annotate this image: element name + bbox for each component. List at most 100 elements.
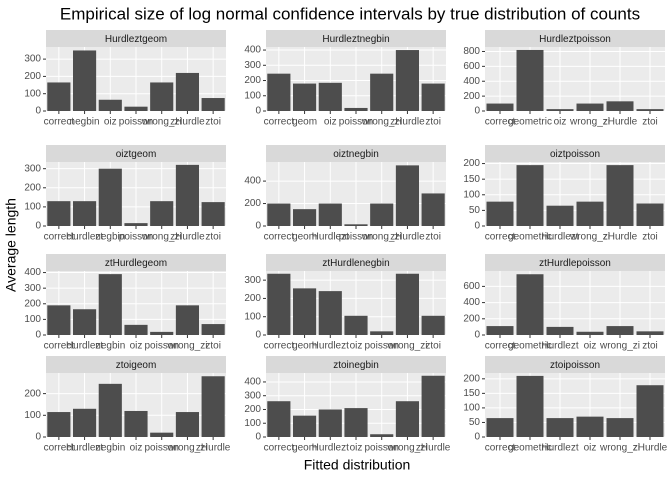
y-tick-label: 200 bbox=[244, 75, 261, 86]
bar bbox=[344, 408, 368, 437]
x-tick-label: wrong_zi bbox=[361, 117, 402, 128]
x-tick-label: correct bbox=[44, 341, 75, 352]
x-tick-label: correct bbox=[485, 443, 516, 454]
x-tick-label: ztoi bbox=[642, 117, 658, 128]
y-tick-label: 0 bbox=[255, 432, 261, 443]
y-tick-label: 300 bbox=[244, 390, 261, 401]
x-tick-label: poisson bbox=[119, 232, 153, 243]
x-tick-label: oiz bbox=[324, 117, 337, 128]
x-tick-label: correct bbox=[485, 341, 516, 352]
chart-title: Empirical size of log normal confidence … bbox=[60, 4, 640, 23]
bar bbox=[636, 109, 664, 111]
bar bbox=[546, 326, 574, 335]
x-tick-label: oiz bbox=[130, 443, 143, 454]
bar bbox=[175, 164, 199, 226]
bar bbox=[546, 109, 574, 111]
strip-label: ztHurdlepoisson bbox=[539, 258, 611, 269]
x-tick-label: correct bbox=[44, 117, 75, 128]
strip bbox=[485, 145, 665, 162]
bar bbox=[370, 331, 394, 335]
strip-label: ztoinegbin bbox=[333, 360, 379, 371]
strip-label: oiztpoisson bbox=[550, 149, 600, 160]
y-tick-label: 600 bbox=[463, 61, 480, 72]
x-tick-label: zHurdle bbox=[170, 232, 205, 243]
y-tick-label: 0 bbox=[474, 106, 480, 117]
y-tick-label: 100 bbox=[24, 202, 41, 213]
x-tick-label: zHurdle bbox=[416, 443, 451, 454]
y-tick-label: 0 bbox=[35, 106, 41, 117]
bar bbox=[486, 326, 514, 335]
bar bbox=[73, 201, 97, 226]
strip-label: ztHurdlegeom bbox=[105, 258, 167, 269]
bar bbox=[201, 202, 225, 226]
bar bbox=[73, 309, 97, 335]
y-tick-label: 150 bbox=[463, 388, 480, 399]
bar bbox=[150, 432, 174, 437]
x-tick-label: correct bbox=[264, 341, 295, 352]
x-tick-label: poisson bbox=[339, 117, 373, 128]
bar bbox=[318, 291, 342, 335]
bar bbox=[293, 288, 317, 335]
panel-background bbox=[485, 373, 665, 437]
bar bbox=[576, 331, 604, 335]
bar bbox=[124, 324, 148, 335]
y-tick-label: 0 bbox=[255, 221, 261, 232]
x-tick-label: poisson bbox=[364, 341, 398, 352]
x-tick-label: negbin bbox=[70, 117, 100, 128]
bar bbox=[546, 418, 574, 437]
bar bbox=[47, 82, 71, 111]
bar bbox=[370, 73, 394, 111]
y-tick-label: 50 bbox=[469, 205, 481, 216]
x-tick-label: correct bbox=[264, 117, 295, 128]
y-tick-label: 100 bbox=[463, 403, 480, 414]
bar bbox=[98, 168, 122, 226]
x-tick-label: wrong_zi bbox=[386, 341, 427, 352]
x-tick-label: Hurdlezt bbox=[541, 341, 578, 352]
bar bbox=[98, 383, 122, 437]
x-tick-label: geom bbox=[292, 232, 317, 243]
x-tick-label: correct bbox=[264, 232, 295, 243]
bar bbox=[395, 401, 419, 437]
x-tick-label: geometric bbox=[508, 117, 552, 128]
bar bbox=[546, 205, 574, 226]
bar bbox=[636, 385, 664, 437]
bar bbox=[150, 201, 174, 226]
bar bbox=[267, 73, 291, 111]
y-tick-label: 800 bbox=[463, 46, 480, 57]
y-tick-label: 200 bbox=[463, 158, 480, 169]
bar bbox=[421, 315, 445, 335]
x-tick-label: ztoi bbox=[205, 341, 221, 352]
strip bbox=[46, 356, 226, 373]
y-tick-label: 300 bbox=[24, 163, 41, 174]
bar bbox=[318, 82, 342, 111]
x-tick-label: oiz bbox=[104, 117, 117, 128]
bar bbox=[606, 326, 634, 335]
bar bbox=[267, 401, 291, 437]
x-tick-label: ztoi bbox=[425, 232, 441, 243]
x-tick-label: poisson bbox=[339, 232, 373, 243]
x-tick-label: correct bbox=[264, 443, 295, 454]
strip-label: Hurdleztpoisson bbox=[539, 34, 611, 45]
bar bbox=[516, 165, 544, 226]
x-tick-label: wrong_zi bbox=[599, 341, 640, 352]
y-tick-label: 400 bbox=[244, 377, 261, 388]
y-tick-label: 400 bbox=[244, 45, 261, 56]
bar bbox=[576, 201, 604, 226]
strip bbox=[46, 254, 226, 271]
strip-label: Hurdleztgeom bbox=[105, 34, 167, 45]
bar bbox=[175, 72, 199, 111]
x-tick-label: ztoi bbox=[205, 117, 221, 128]
bar bbox=[606, 165, 634, 226]
x-tick-label: poisson bbox=[364, 443, 398, 454]
bar bbox=[421, 83, 445, 111]
strip-label: oiztnegbin bbox=[333, 149, 379, 160]
bar bbox=[267, 203, 291, 226]
x-tick-label: Hurdlezt bbox=[541, 443, 578, 454]
x-tick-label: oiz bbox=[130, 341, 143, 352]
y-tick-label: 200 bbox=[463, 91, 480, 102]
x-tick-label: geom bbox=[292, 443, 317, 454]
panel-background bbox=[485, 162, 665, 226]
y-tick-label: 300 bbox=[244, 275, 261, 286]
